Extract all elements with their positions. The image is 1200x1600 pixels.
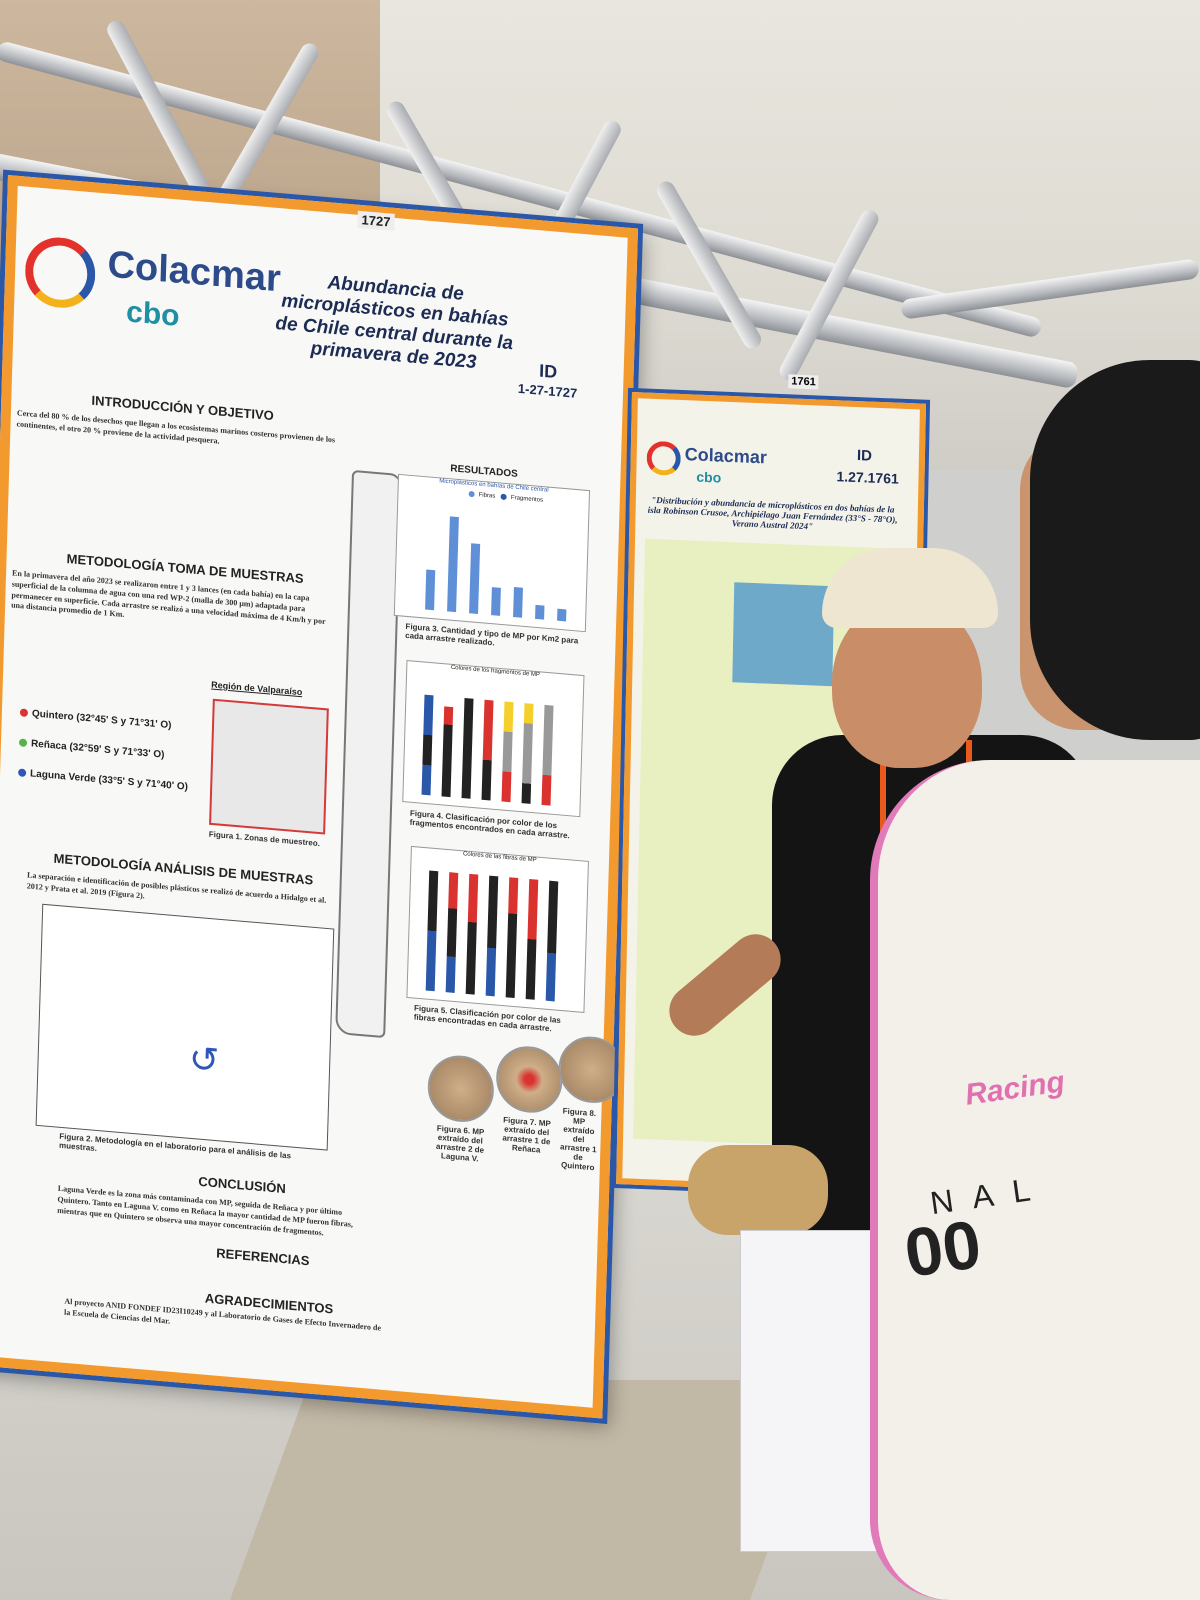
lab-method-diagram: ↺ [35, 903, 335, 1151]
sample-photo-quintero [557, 1033, 626, 1106]
colacmar-logo-icon [24, 234, 97, 311]
island-map [732, 582, 835, 687]
poster-title: Abundancia de microplásticos en bahías d… [275, 272, 514, 374]
colacmar-logo-icon [646, 440, 682, 476]
chart-bar [445, 872, 459, 993]
chart-microplastics: Microplásticos en bahías de Chile centra… [393, 473, 591, 633]
chart-title: Colores de los fragmentos de MP [450, 664, 540, 679]
figure-6-caption: Figura 6. MP extraído del arrastre 2 de … [435, 1123, 485, 1164]
refresh-arrow-icon: ↺ [188, 1037, 220, 1082]
intro-text: Cerca del 80 % de los desechos que llega… [16, 408, 336, 446]
chart-bar [525, 878, 539, 1000]
poster-id-value: 1.27.1761 [836, 468, 899, 487]
chart-bar [441, 706, 454, 798]
logo-name: Colacmar [106, 243, 282, 301]
chart-bar [465, 873, 479, 995]
figure-8-caption: Figura 8. MP extraído del arrastre 1 de … [559, 1106, 597, 1173]
main-poster: 1727 Colacmar cbo Abundancia de microplá… [0, 175, 639, 1419]
sample-photo-renaca [495, 1043, 564, 1116]
section-references-heading: REFERENCIAS [216, 1245, 310, 1269]
section-conclusion-heading: CONCLUSIÓN [198, 1173, 286, 1197]
chart-bar [505, 877, 519, 999]
conclusion-text: Laguna Verde es la zona más contaminada … [57, 1183, 354, 1238]
jacket-number: 00 [900, 1206, 986, 1292]
chart-bar [535, 604, 545, 620]
poster-id: ID 1-27-1727 [518, 359, 578, 401]
plush-toy [688, 1145, 828, 1235]
chart-bar [491, 587, 501, 616]
poster-id-label: ID [856, 447, 873, 465]
chart-fragment-colors: Colores de los fragmentos de MP [402, 660, 585, 818]
chart-bar [557, 608, 567, 622]
site-laguna-verde: Laguna Verde (33°5' S y 71°40' O) [18, 767, 188, 793]
chart-bar [485, 875, 499, 997]
chart-bar [501, 701, 514, 803]
chart-bar [421, 694, 434, 796]
chart-bar [521, 703, 534, 804]
chart-bar [461, 698, 474, 799]
logo-sub: cbo [125, 295, 181, 333]
chart-bar [481, 699, 494, 801]
visitor-jacket [870, 760, 1200, 1600]
sample-photo-laguna-verde [426, 1052, 495, 1125]
chile-map [335, 469, 403, 1039]
visitor-hair [1030, 360, 1200, 740]
site-quintero: Quintero (32°45' S y 71°31' O) [19, 707, 172, 731]
chart-bar [541, 704, 554, 806]
chart-bar [425, 569, 436, 611]
valparaiso-inset-map [209, 698, 329, 835]
figure-7-caption: Figura 7. MP extraído del arrastre 1 de … [502, 1115, 551, 1155]
site-renaca: Reñaca (32°59' S y 71°33' O) [18, 737, 165, 761]
logo-sub: cbo [696, 468, 722, 486]
logo-name: Colacmar [684, 444, 768, 468]
map-region-label: Región de Valparaíso [211, 679, 303, 698]
chart-title: Colores de las fibras de MP [462, 851, 537, 864]
chart-bar [447, 516, 459, 613]
chart-legend: Fibras Fragmentos [468, 490, 544, 504]
chart-bar [425, 870, 439, 992]
booth-number-neighbor: 1761 [788, 374, 819, 390]
chart-bar [513, 586, 523, 618]
section-results-heading: RESULTADOS [450, 463, 518, 480]
presenter-cap [822, 548, 998, 628]
chart-bar [469, 543, 481, 614]
poster-title: "Distribución y abundancia de microplást… [647, 494, 898, 532]
chart-fiber-colors: Colores de las fibras de MP [406, 845, 589, 1013]
chart-bar [545, 880, 559, 1002]
booth-number-main: 1727 [357, 210, 395, 231]
